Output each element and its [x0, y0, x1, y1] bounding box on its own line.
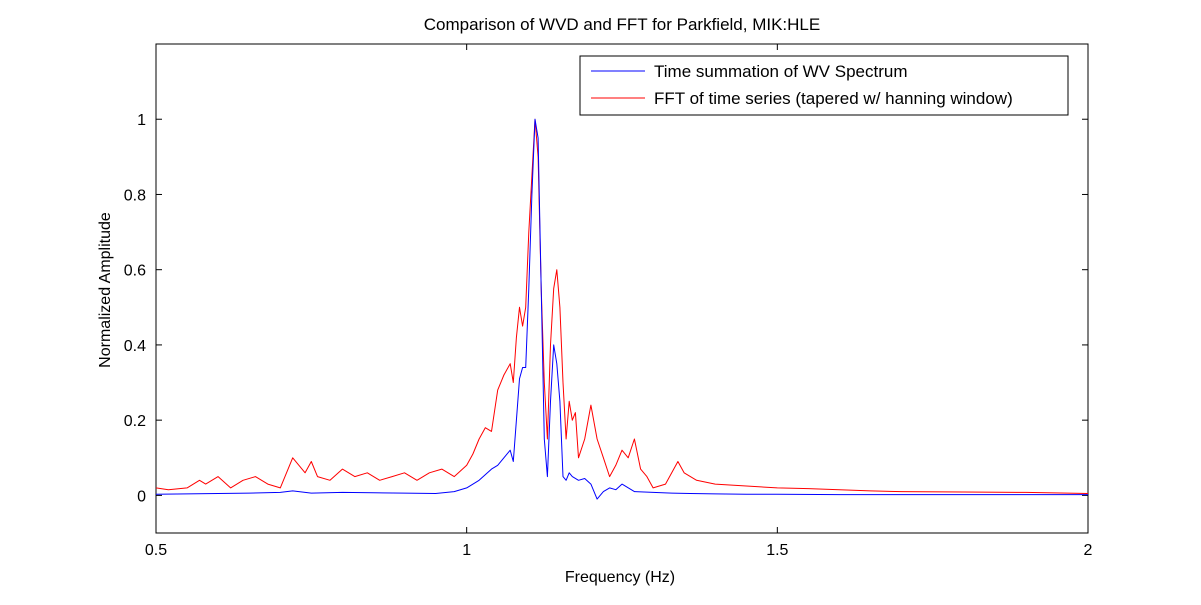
y-tick-label: 0.4 — [124, 338, 146, 355]
legend: Time summation of WV Spectrum FFT of tim… — [579, 55, 1069, 116]
x-tick-label: 0.5 — [145, 542, 167, 559]
series-layer — [155, 118, 1089, 500]
y-tick-label: 1 — [137, 112, 146, 129]
y-tick-label: 0.8 — [124, 187, 146, 204]
legend-label-fft: FFT of time series (tapered w/ hanning w… — [654, 89, 1013, 108]
y-axis-label: Normalized Amplitude — [97, 212, 114, 368]
y-tick-label: 0.6 — [124, 263, 146, 280]
plot-frame — [155, 43, 1089, 534]
y-tick-label: 0 — [137, 488, 146, 505]
x-axis-label: Frequency (Hz) — [565, 569, 675, 586]
series-line-wv-spectrum — [155, 118, 1088, 500]
series-line-fft — [155, 118, 1089, 494]
chart-title: Comparison of WVD and FFT for Parkfield,… — [424, 15, 820, 34]
legend-label-wv: Time summation of WV Spectrum — [654, 62, 908, 81]
x-tick-label: 2 — [1084, 542, 1093, 559]
legend-box — [579, 55, 1069, 116]
x-tick-label: 1.5 — [766, 542, 788, 559]
ticks-layer: 0.5 1 1.5 2 0 0.2 0.4 0.6 0.8 1 — [124, 44, 1093, 559]
x-tick-label: 1 — [462, 542, 471, 559]
y-tick-label: 0.2 — [124, 413, 146, 430]
